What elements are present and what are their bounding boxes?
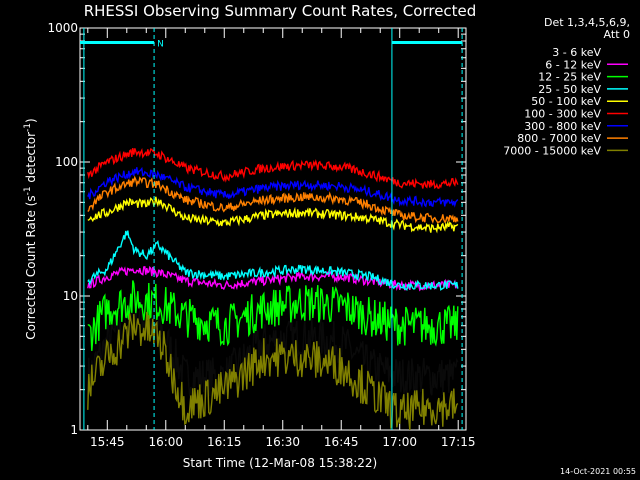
series-group bbox=[87, 147, 459, 431]
plot-frame bbox=[79, 27, 467, 431]
legend-item-label: 7000 - 15000 keV bbox=[503, 144, 601, 157]
legend-item-label: 3 - 6 keV bbox=[552, 46, 601, 59]
legend-item-label: 800 - 7000 keV bbox=[517, 132, 601, 145]
legend-title-1: Det 1,3,4,5,6,9, bbox=[544, 16, 630, 29]
legend-title-2: Att 0 bbox=[604, 28, 630, 41]
chart-title: RHESSI Observing Summary Count Rates, Co… bbox=[84, 2, 477, 20]
footer-date: 14-Oct-2021 00:55 bbox=[560, 467, 636, 476]
mode-bar-label: N bbox=[157, 39, 164, 49]
x-tick-label: 17:15 bbox=[441, 435, 476, 449]
y-axis-label: Corrected Count Rate (s-1 detector-1) bbox=[23, 118, 38, 339]
series-line bbox=[87, 230, 459, 291]
legend-item-label: 12 - 25 keV bbox=[538, 71, 601, 84]
series-line bbox=[87, 280, 459, 351]
y-tick-label: 1000 bbox=[47, 21, 78, 35]
series-line bbox=[87, 166, 459, 209]
x-tick-label: 16:00 bbox=[148, 435, 183, 449]
overlay-group: N bbox=[80, 28, 463, 430]
x-tick-label: 16:15 bbox=[207, 435, 242, 449]
y-tick-labels: 1 10 100 1000 bbox=[47, 21, 78, 437]
legend-item-label: 300 - 800 keV bbox=[524, 120, 601, 133]
y-tick-label: 100 bbox=[55, 155, 78, 169]
legend-item-label: 50 - 100 keV bbox=[531, 95, 601, 108]
x-tick-labels: 15:45 16:00 16:15 16:30 16:45 17:00 17:15 bbox=[90, 435, 476, 449]
series-line bbox=[87, 196, 459, 234]
series-line bbox=[87, 175, 459, 224]
y-tick-label: 1 bbox=[70, 423, 78, 437]
x-axis-label: Start Time (12-Mar-08 15:38:22) bbox=[183, 456, 377, 470]
series-line bbox=[87, 147, 459, 190]
legend-item-label: 100 - 300 keV bbox=[524, 108, 601, 121]
x-tick-label: 15:45 bbox=[90, 435, 125, 449]
series-line bbox=[87, 311, 459, 431]
legend-item-label: 6 - 12 keV bbox=[545, 58, 601, 71]
y-tick-label: 10 bbox=[63, 289, 78, 303]
x-tick-label: 16:30 bbox=[265, 435, 300, 449]
x-tick-label: 17:00 bbox=[382, 435, 417, 449]
x-tick-label: 16:45 bbox=[324, 435, 359, 449]
legend-item-label: 25 - 50 keV bbox=[538, 83, 601, 96]
